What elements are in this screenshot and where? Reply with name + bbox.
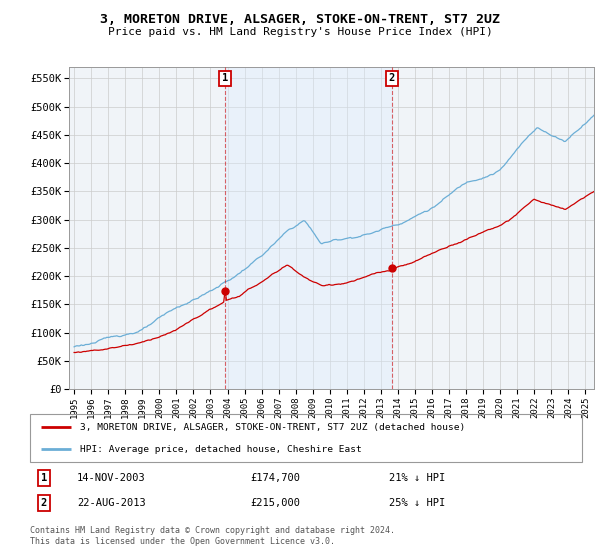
- Text: Price paid vs. HM Land Registry's House Price Index (HPI): Price paid vs. HM Land Registry's House …: [107, 27, 493, 37]
- Text: 22-AUG-2013: 22-AUG-2013: [77, 498, 146, 508]
- Text: 25% ↓ HPI: 25% ↓ HPI: [389, 498, 445, 508]
- Text: £174,700: £174,700: [251, 473, 301, 483]
- Text: HPI: Average price, detached house, Cheshire East: HPI: Average price, detached house, Ches…: [80, 445, 361, 454]
- Bar: [226, 67, 392, 389]
- Text: Contains HM Land Registry data © Crown copyright and database right 2024.
This d: Contains HM Land Registry data © Crown c…: [30, 526, 395, 546]
- Text: £215,000: £215,000: [251, 498, 301, 508]
- Text: 1: 1: [222, 73, 229, 83]
- Text: 14-NOV-2003: 14-NOV-2003: [77, 473, 146, 483]
- Text: 2: 2: [41, 498, 47, 508]
- Text: 1: 1: [41, 473, 47, 483]
- Text: 3, MORETON DRIVE, ALSAGER, STOKE-ON-TRENT, ST7 2UZ: 3, MORETON DRIVE, ALSAGER, STOKE-ON-TREN…: [100, 13, 500, 26]
- Text: 2: 2: [389, 73, 395, 83]
- Text: 21% ↓ HPI: 21% ↓ HPI: [389, 473, 445, 483]
- Text: 3, MORETON DRIVE, ALSAGER, STOKE-ON-TRENT, ST7 2UZ (detached house): 3, MORETON DRIVE, ALSAGER, STOKE-ON-TREN…: [80, 423, 465, 432]
